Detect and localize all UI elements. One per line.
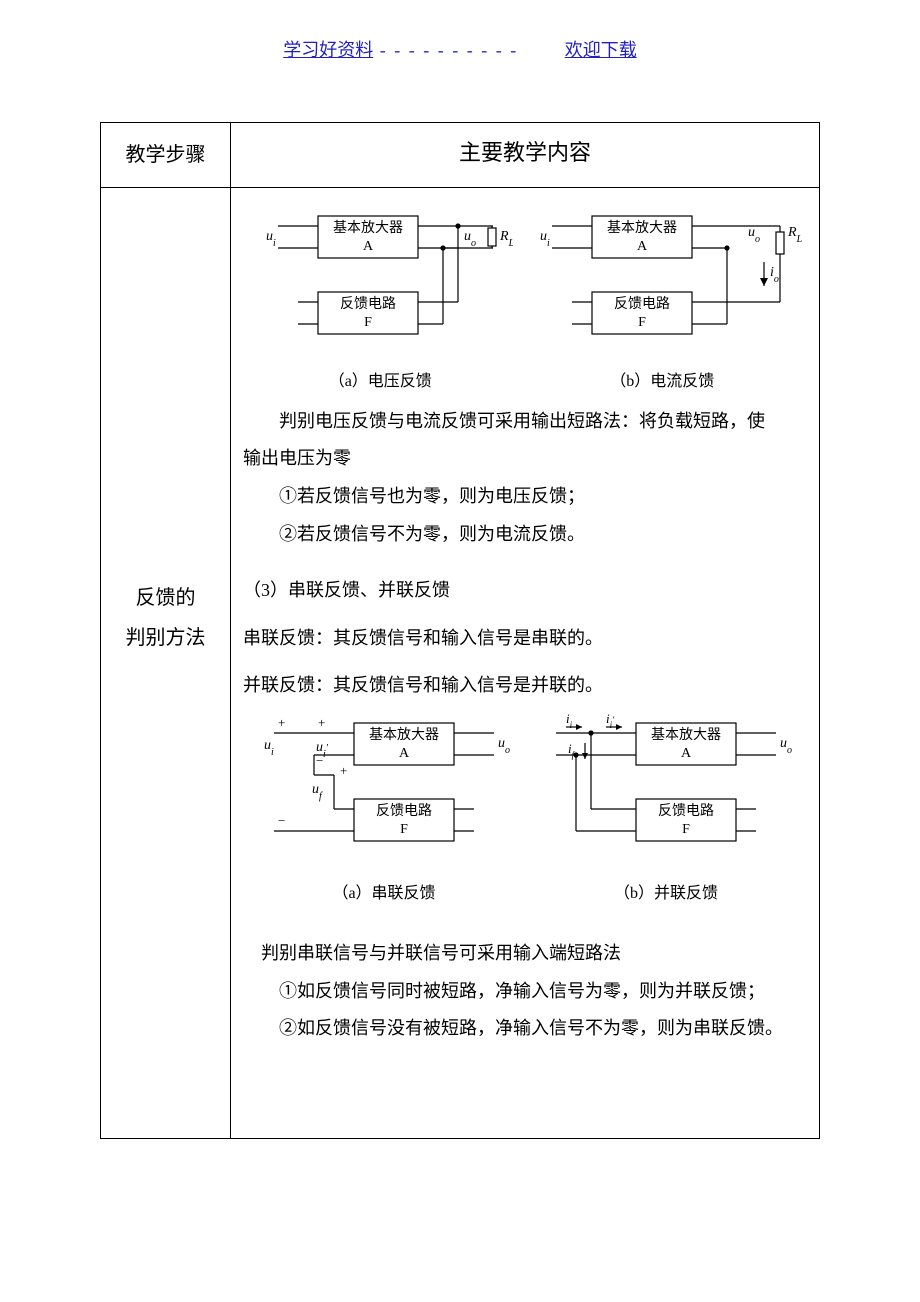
lesson-table: 教学步骤 主要教学内容 反馈的 判别方法: [100, 122, 820, 1139]
header-dashes: - - - - - - - - - -: [373, 40, 524, 60]
svg-text:uo: uo: [748, 225, 760, 245]
row-label-cell: 反馈的 判别方法: [101, 188, 231, 1139]
caption-voltage: （a）电压反馈: [248, 365, 513, 399]
row-label-1: 反馈的: [113, 578, 218, 618]
svg-text:A: A: [637, 239, 648, 254]
svg-text:ui: ui: [266, 229, 276, 249]
svg-text:RL: RL: [787, 225, 802, 245]
diagram-row-series-parallel: 基本放大器 A 反馈电路 F + + ui ui′ − + uf: [243, 713, 807, 911]
svg-text:if: if: [568, 741, 576, 760]
svg-text:ui: ui: [264, 738, 274, 758]
para-rule4: ②如反馈信号没有被短路，净输入信号不为零，则为串联反馈。: [243, 1010, 807, 1048]
heading-series-parallel: （3）串联反馈、并联反馈: [243, 572, 807, 610]
amp-sub: A: [363, 239, 374, 254]
svg-text:uf: uf: [312, 782, 323, 802]
svg-text:基本放大器: 基本放大器: [369, 726, 439, 743]
col1-header: 教学步骤: [101, 123, 231, 188]
diagram-voltage-feedback: 基本放大器 A 反馈电路 F ui uo RL （a）电压反馈: [248, 206, 513, 399]
para-shortcircuit-method: 判别电压反馈与电流反馈可采用输出短路法：将负载短路，使: [243, 403, 807, 441]
svg-text:+: +: [340, 763, 347, 778]
page-header: 学习好资料 - - - - - - - - - - 欢迎下载: [0, 36, 920, 62]
diagram-series-feedback: 基本放大器 A 反馈电路 F + + ui ui′ − + uf: [254, 713, 514, 911]
svg-text:基本放大器: 基本放大器: [607, 219, 677, 236]
caption-series: （a）串联反馈: [254, 877, 514, 911]
svg-text:反馈电路: 反馈电路: [614, 296, 670, 312]
col2-header: 主要教学内容: [231, 123, 820, 188]
row-label-2: 判别方法: [113, 618, 218, 658]
svg-text:uo: uo: [464, 229, 476, 249]
svg-text:io: io: [770, 265, 779, 285]
svg-text:F: F: [638, 315, 646, 330]
fb-label: 反馈电路: [340, 296, 396, 312]
para-rule1: ①若反馈信号也为零，则为电压反馈；: [243, 478, 807, 516]
para-rule3: ①如反馈信号同时被短路，净输入信号为零，则为并联反馈；: [243, 973, 807, 1011]
caption-current: （b）电流反馈: [522, 365, 802, 399]
diagram-current-feedback: 基本放大器 A 反馈电路 F ui uo RL io （b）电流反馈: [522, 206, 802, 399]
svg-text:F: F: [682, 822, 690, 837]
diagram-parallel-feedback: 基本放大器 A 反馈电路 F ii ii′ if uo （b）并联反馈: [536, 713, 796, 911]
svg-text:uo: uo: [780, 736, 792, 756]
svg-text:A: A: [681, 746, 692, 761]
amp-label: 基本放大器: [333, 219, 403, 236]
content-cell: 基本放大器 A 反馈电路 F ui uo RL （a）电压反馈: [231, 188, 820, 1139]
svg-text:−: −: [316, 753, 323, 768]
svg-text:F: F: [400, 822, 408, 837]
para-input-short: 判别串联信号与并联信号可采用输入端短路法: [261, 935, 807, 973]
header-right-link[interactable]: 欢迎下载: [565, 40, 637, 60]
svg-text:+: +: [278, 715, 285, 730]
svg-text:基本放大器: 基本放大器: [651, 726, 721, 743]
svg-text:−: −: [278, 813, 285, 828]
svg-text:+: +: [318, 715, 325, 730]
caption-parallel: （b）并联反馈: [536, 877, 796, 911]
svg-text:uo: uo: [498, 736, 510, 756]
fb-sub: F: [364, 315, 372, 330]
svg-text:反馈电路: 反馈电路: [658, 803, 714, 819]
para-rule2: ②若反馈信号不为零，则为电流反馈。: [243, 516, 807, 554]
svg-text:反馈电路: 反馈电路: [376, 803, 432, 819]
svg-text:RL: RL: [499, 229, 513, 249]
para-series: 串联反馈：其反馈信号和输入信号是串联的。: [243, 620, 807, 658]
header-left-link[interactable]: 学习好资料: [283, 40, 373, 60]
diagram-row-voltage-current: 基本放大器 A 反馈电路 F ui uo RL （a）电压反馈: [243, 206, 807, 399]
svg-text:ui: ui: [540, 229, 550, 249]
svg-text:A: A: [399, 746, 410, 761]
para-shortcircuit-cont: 输出电压为零: [243, 440, 807, 478]
para-parallel: 并联反馈：其反馈信号和输入信号是并联的。: [243, 667, 807, 705]
